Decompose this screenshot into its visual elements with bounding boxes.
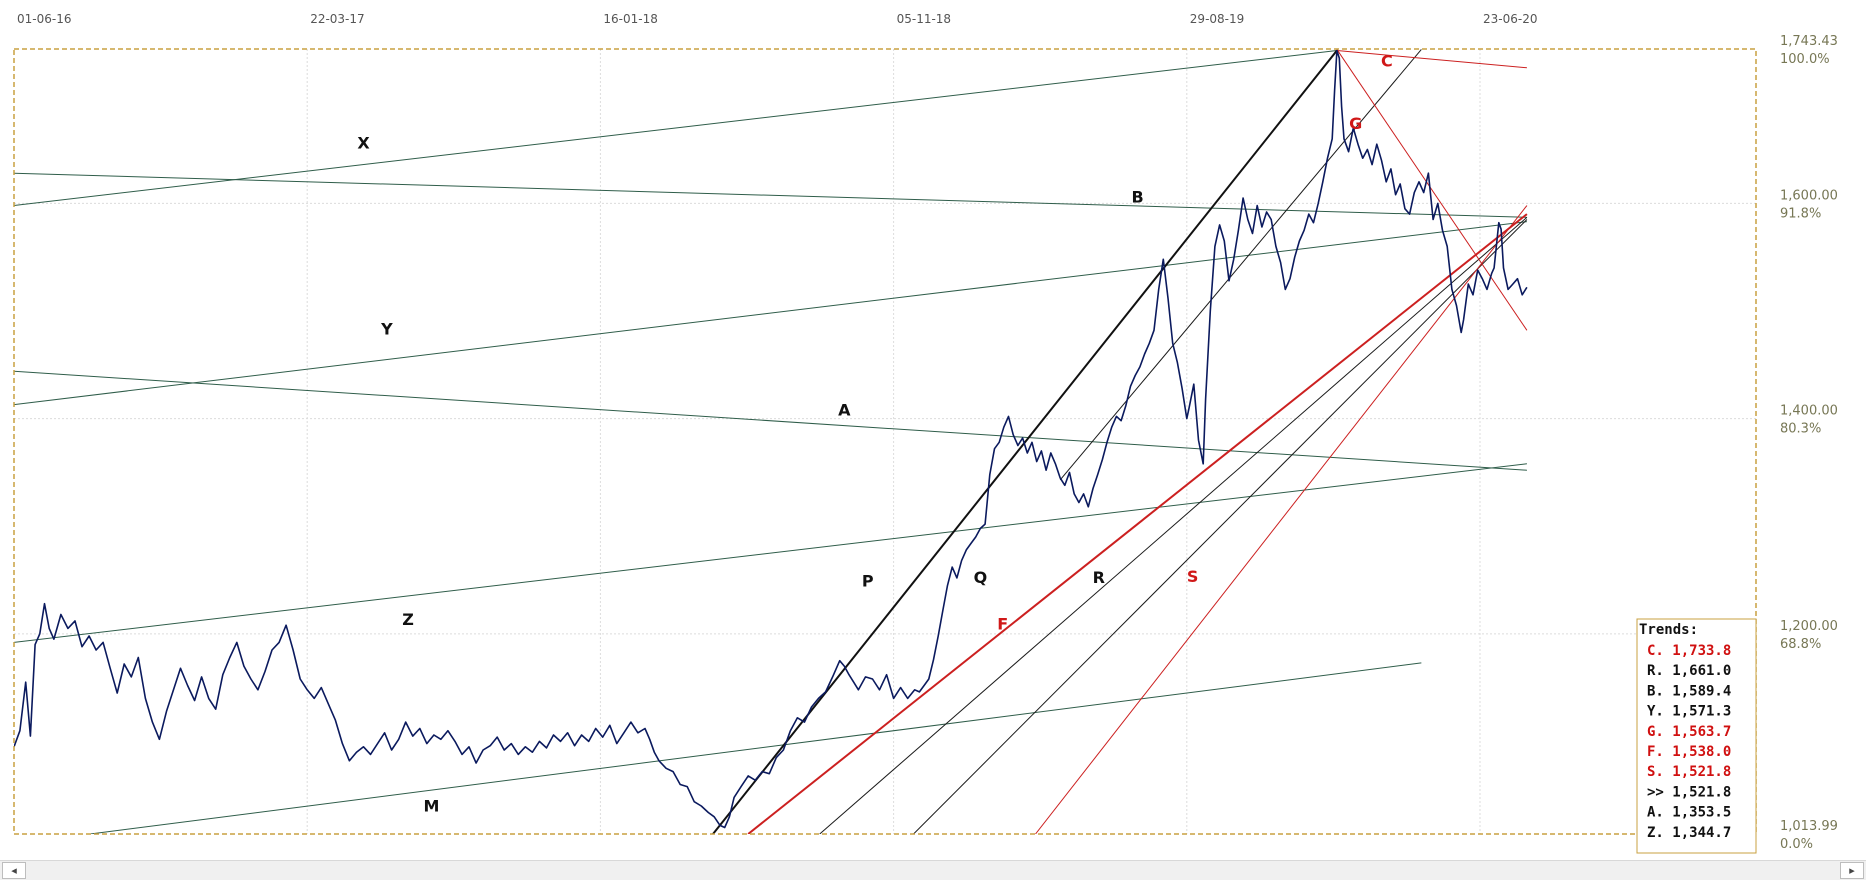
chevron-right-icon: ▸ — [1849, 864, 1855, 877]
x-tick-label: 23-06-20 — [1483, 12, 1537, 26]
horizontal-scrollbar[interactable]: ◂ ▸ — [0, 860, 1866, 880]
trendline-label-c: C — [1381, 52, 1393, 71]
chevron-left-icon: ◂ — [11, 864, 17, 877]
x-tick-label: 05-11-18 — [897, 12, 951, 26]
y-tick-percent-label: 91.8% — [1780, 206, 1821, 221]
x-tick-label: 01-06-16 — [17, 12, 71, 26]
x-tick-label: 29-08-19 — [1190, 12, 1244, 26]
y-tick-price-label: 1,200.00 — [1780, 619, 1838, 634]
chart-svg: 01-06-16 22-03-17 16-01-18 05-11-18 29-08-19… — [13, 12, 1838, 854]
trendline-label-f: F — [997, 615, 1008, 634]
y-tick-percent-label: 0.0% — [1780, 837, 1813, 852]
y-tick-percent-label: 80.3% — [1780, 422, 1821, 437]
trendline-q — [1059, 49, 1422, 481]
trendline-s — [1035, 205, 1528, 834]
trends-legend: Trends: C. 1,733.8 R. 1,661.0 B. 1,589.4 Y. … — [1636, 618, 1757, 854]
trendline-label-b: B — [1131, 187, 1143, 206]
trends-legend-entry: F. 1,538.0 — [1647, 744, 1731, 760]
trends-legend-entry: Z. 1,344.7 — [1647, 825, 1731, 841]
y-tick-price-label: 1,600.00 — [1780, 188, 1838, 203]
y-tick-percent-label: 68.8% — [1780, 637, 1821, 652]
scroll-left-button[interactable]: ◂ — [2, 862, 26, 879]
trendline-c — [1336, 50, 1527, 69]
y-tick-price-label: 1,743.43 — [1780, 34, 1838, 49]
y-tick-percent-label: 100.0% — [1780, 52, 1830, 67]
trends-legend-entry: Y. 1,571.3 — [1647, 704, 1731, 720]
y-tick-price-label: 1,400.00 — [1780, 404, 1838, 419]
trends-legend-entry: G. 1,563.7 — [1647, 724, 1731, 740]
trends-legend-entry: S. 1,521.8 — [1647, 764, 1731, 780]
scroll-right-button[interactable]: ▸ — [1840, 862, 1864, 879]
x-tick-label: 22-03-17 — [310, 12, 364, 26]
chart: 01-06-16 22-03-17 16-01-18 05-11-18 29-08-19… — [13, 12, 1838, 854]
trendline-label-g: G — [1349, 114, 1362, 133]
trendline-m — [90, 662, 1422, 834]
trendline-b — [14, 172, 1527, 218]
trends-legend-entry: A. 1,353.5 — [1647, 805, 1731, 821]
trendline-label-z: Z — [402, 610, 414, 629]
trendline-a — [14, 370, 1527, 471]
trend-labels: X B Y A Z M P Q R S F G C — [357, 52, 1392, 816]
trendline-label-s: S — [1187, 567, 1199, 586]
y-tick-price-label: 1,013.99 — [1780, 819, 1838, 834]
trends-legend-entry: >> 1,521.8 — [1647, 784, 1731, 800]
trends-legend-entry: C. 1,733.8 — [1647, 643, 1731, 659]
plot-background — [14, 49, 1756, 834]
trendline-r — [819, 216, 1528, 834]
axes: 01-06-16 22-03-17 16-01-18 05-11-18 29-08-19… — [17, 12, 1838, 852]
trendline-f — [747, 213, 1528, 834]
trendlines — [14, 49, 1528, 834]
price-series — [14, 49, 1528, 829]
trendline-z — [14, 463, 1527, 643]
trendline-label-y: Y — [380, 320, 393, 339]
trendline-label-a: A — [838, 400, 851, 419]
scroll-track[interactable] — [30, 864, 1836, 877]
x-tick-label: 16-01-18 — [603, 12, 657, 26]
trendline-label-x: X — [357, 133, 370, 152]
trends-legend-entry: R. 1,661.0 — [1647, 663, 1731, 679]
trendline — [913, 219, 1528, 834]
trendline-label-r: R — [1093, 568, 1105, 587]
trendline-y — [14, 221, 1527, 406]
trends-legend-entry: B. 1,589.4 — [1647, 683, 1731, 699]
trends-legend-box — [1636, 618, 1757, 854]
price-line — [14, 49, 1528, 829]
trendline-label-m: M — [424, 796, 440, 815]
trends-legend-title: Trends: — [1639, 622, 1698, 638]
trendline-g — [1336, 49, 1528, 331]
trendline-label-q: Q — [974, 568, 988, 587]
grid — [14, 49, 1756, 834]
trendline-label-p: P — [862, 571, 874, 590]
trendline-p — [712, 49, 1338, 834]
